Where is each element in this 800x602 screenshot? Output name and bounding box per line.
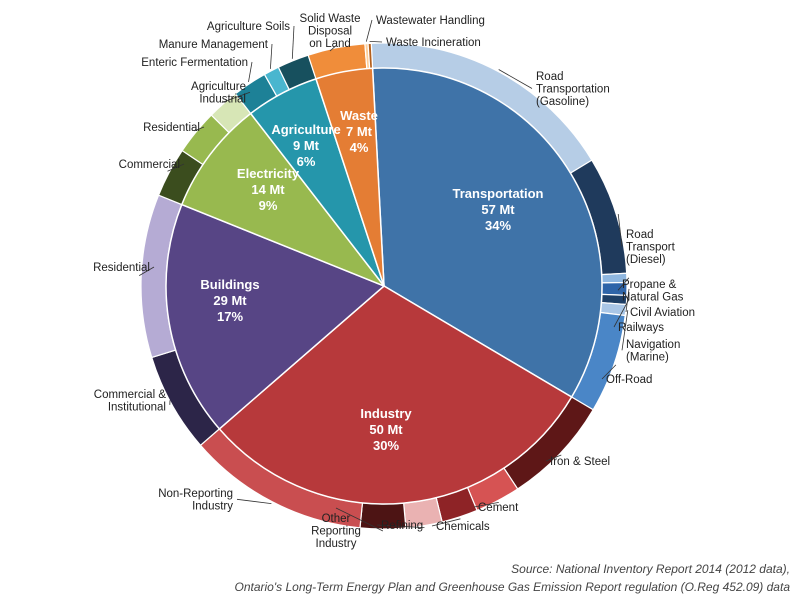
pie-slice-industry [218,285,573,505]
ring-label-navigation-marine: Navigation (Marine) [626,339,680,364]
source-line-2: Ontario's Long-Term Energy Plan and Gree… [234,580,791,594]
ring-label-wastewater-handling: Wastewater Handling [376,15,485,27]
leader-enteric-fermentation [248,61,253,82]
slice-label-transportation: Transportation 57 Mt 34% [452,186,543,233]
source-line-1: Source: National Inventory Report 2014 (… [511,562,790,576]
ring-label-waste-incineration: Waste Incineration [386,37,481,49]
leader-road-transportation-gasoline [498,69,533,89]
ring-label-propane-and-natural-gas: Propane & Natural Gas [622,279,684,304]
leader-wastewater-handling [365,19,373,42]
leader-residential-electricity [194,126,205,132]
ring-label-iron-and-steel: Iron & Steel [550,456,610,468]
leader-iron-and-steel [545,454,562,462]
leader-agriculture-industrial [221,91,251,103]
inner-pie [165,67,603,505]
leader-cement [473,502,499,508]
leader-waste-incineration [369,41,383,43]
pie-slice-waste [315,67,385,287]
ring-label-off-road: Off-Road [606,374,652,386]
ring-label-cement: Cement [478,502,519,514]
leader-other-reporting-industry [335,507,384,532]
ring-label-residential-buildings: Residential [93,262,150,274]
leader-propane-and-natural-gas [617,277,630,291]
leader-lines [138,19,630,532]
slice-label-waste: Waste 7 Mt 4% [340,108,378,155]
leader-solid-waste-disposal-on-land [329,45,337,52]
slice-label-buildings: Buildings 29 Mt 17% [200,277,259,324]
leader-residential-buildings [138,266,155,276]
ring-label-other-reporting-industry: Other Reporting Industry [311,513,361,550]
pie-slice-transportation [371,67,603,399]
ring-label-residential-electricity: Residential [143,122,200,134]
leader-railways [613,299,629,328]
leader-off-road [601,364,617,380]
ring-label-refining: Refining [381,520,423,532]
ring-label-manure-management: Manure Management [159,39,269,51]
ring-label-road-transport-diesel: Road Transport (Diesel) [626,229,676,266]
ring-label-civil-aviation: Civil Aviation [630,307,695,319]
ring-label-railways: Railways [618,322,664,334]
leader-road-transport-diesel [617,213,623,247]
leader-commercial [167,163,185,172]
leader-civil-aviation [625,288,630,313]
ring-label-enteric-fermentation: Enteric Fermentation [141,57,248,69]
inner-labels: Transportation 57 Mt 34% Industry 50 Mt 30% Bu… [200,108,543,453]
slice-label-electricity: Electricity 14 Mt 9% [237,166,300,213]
ring-label-solid-waste-disposal-on-land: Solid Waste Disposal on Land [300,13,361,50]
leader-non-reporting-industry [236,498,272,504]
ring-label-non-reporting-industry: Non-Reporting Industry [158,488,233,513]
outer-labels: Road Transportation (Gasoline) Road Transpor… [93,13,695,550]
leader-manure-management [270,43,273,69]
ring-label-commercial-and-institutional: Commercial & Institutional [94,389,167,414]
pie-slice-electricity [180,112,387,288]
ring-label-agriculture-industrial: Agriculture Industrial [191,81,246,106]
leader-refining [376,524,425,528]
ring-label-road-transportation-gasoline: Road Transportation (Gasoline) [536,71,610,108]
leader-agriculture-soils [291,25,295,59]
ring-label-chemicals: Chemicals [436,521,490,533]
ring-label-agriculture-soils: Agriculture Soils [207,21,290,33]
leader-chemicals [431,518,461,527]
slice-label-agriculture: Agriculture 9 Mt 6% [271,122,340,169]
leader-navigation-marine [621,310,629,351]
slice-label-industry: Industry 50 Mt 30% [360,406,412,453]
ring-label-commercial: Commercial [119,159,180,171]
pie-slice-buildings [165,203,386,430]
